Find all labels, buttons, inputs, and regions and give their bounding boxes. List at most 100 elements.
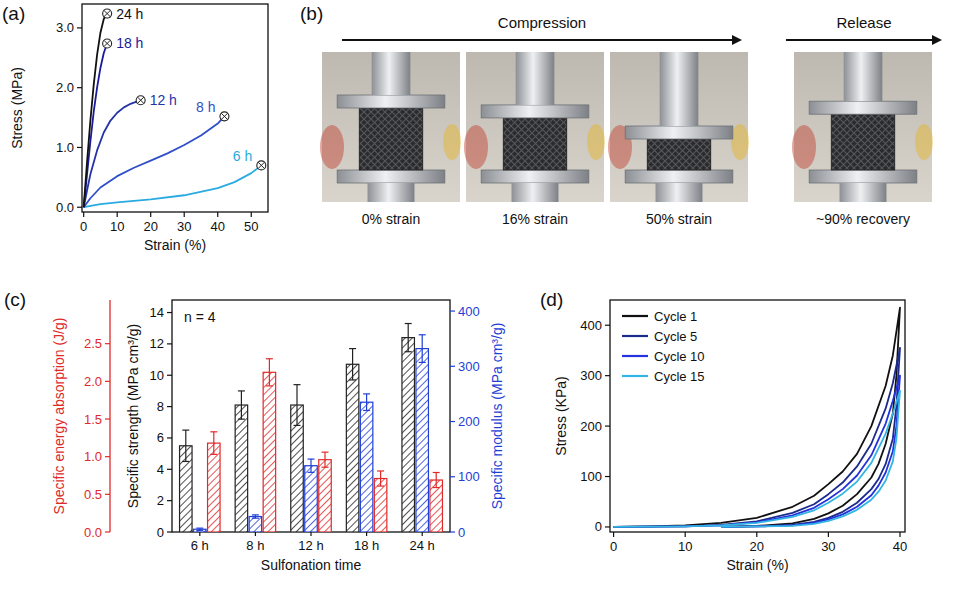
legend-swatch [622, 355, 648, 357]
error-cap [322, 452, 329, 453]
frame-label: ~90% recovery [816, 211, 910, 227]
x-tick [756, 532, 757, 537]
error-cap [419, 362, 426, 363]
x-axis-title: Strain (%) [726, 557, 788, 573]
marker-cross [258, 162, 264, 168]
series-line [84, 165, 262, 207]
marker-cross [258, 162, 264, 168]
frame-label: 50% strain [646, 211, 712, 227]
y3-tick [105, 381, 110, 382]
error-cap [308, 458, 315, 459]
y-tick [167, 375, 172, 376]
photo-blob [587, 124, 605, 160]
y-tick-label: 2.0 [56, 80, 74, 95]
y2-tick-label: 0 [458, 525, 465, 540]
x-tick-label: 50 [244, 219, 258, 234]
y3-tick-label: 0.5 [84, 487, 102, 502]
y-tick [167, 406, 172, 407]
photo-bg [610, 52, 748, 202]
platen-bottom [481, 170, 589, 183]
error-cap [238, 390, 245, 391]
error-cap [363, 410, 370, 411]
series-line [614, 376, 900, 527]
y-tick-label: 0 [595, 519, 602, 534]
arrow-label: Compression [498, 14, 586, 31]
series-line [614, 348, 900, 527]
photo-blob [915, 124, 933, 160]
y2-axis-title: Specific modulus (MPa cm³/g) [489, 323, 505, 510]
error-cap [308, 472, 315, 473]
y-tick-label: 300 [580, 368, 602, 383]
y3-tick [105, 343, 110, 344]
y-tick-label: 4 [157, 462, 164, 477]
y-tick [605, 476, 610, 477]
legend-label: Cycle 1 [654, 309, 697, 324]
x-tick-label: 18 h [354, 538, 379, 553]
y3-axis-line [109, 300, 110, 532]
annotation: n = 4 [184, 309, 216, 325]
error-stem [310, 459, 311, 472]
photo-frame [792, 52, 933, 202]
y-tick [77, 147, 82, 148]
y-tick [167, 500, 172, 501]
error-cap [433, 487, 440, 488]
y3-axis-title: Specific energy absorption (J/g) [51, 318, 67, 515]
x-tick [899, 532, 900, 537]
platen-top [337, 95, 445, 108]
plot-frame [172, 300, 450, 532]
y-tick-label: 1.0 [56, 140, 74, 155]
x-tick-label: 20 [750, 539, 764, 554]
error-cap [210, 431, 217, 432]
error-stem [241, 391, 242, 419]
bar [263, 372, 276, 532]
y-tick [167, 531, 172, 532]
marker-circle [257, 161, 266, 170]
marker-cross [221, 113, 227, 119]
y-tick [605, 375, 610, 376]
error-bar [433, 472, 440, 487]
figure: 010203040500.01.02.03.0Strain (%)Stress … [0, 0, 955, 590]
y2-tick-label: 300 [458, 359, 480, 374]
y2-tick-label: 400 [458, 304, 480, 319]
x-axis-title: Strain (%) [144, 237, 206, 253]
y-tick-label: 2 [157, 493, 164, 508]
legend-label: Cycle 15 [654, 369, 705, 384]
error-cap [266, 358, 273, 359]
photo-frame [464, 52, 605, 202]
y2-tick [450, 366, 455, 367]
x-tick [83, 212, 84, 217]
error-cap [349, 379, 356, 380]
y3-tick-label: 2.5 [84, 336, 102, 351]
x-axis-title: Sulfonation time [261, 557, 362, 573]
panel-photos: (b)CompressionRelease0% strain16% strain… [300, 3, 942, 227]
y-tick [77, 207, 82, 208]
legend-label: Cycle 10 [654, 349, 705, 364]
panel-line: 0102030400100200300400Strain (%)Stress (… [540, 289, 907, 573]
marker-circle [220, 112, 229, 121]
error-stem [422, 335, 423, 363]
series-line [84, 100, 141, 207]
crosshead-rod [844, 52, 883, 101]
x-tick [184, 212, 185, 217]
marker-cross [104, 40, 110, 46]
x-tick-label: 24 h [410, 538, 435, 553]
arrow-label: Release [836, 14, 891, 31]
platen-bottom [625, 170, 733, 183]
photo-frame [320, 52, 461, 202]
x-tick-label: 10 [110, 219, 124, 234]
panel-letter: (a) [2, 3, 25, 24]
error-stem [436, 472, 437, 487]
bar [319, 460, 332, 532]
panel-letter: (d) [540, 289, 563, 310]
error-bar [252, 515, 259, 518]
error-bar [308, 459, 315, 472]
x-tick [310, 532, 311, 536]
y-tick-label: 10 [150, 368, 164, 383]
y-tick [77, 87, 82, 88]
plot-frame [82, 4, 268, 212]
y-tick [167, 469, 172, 470]
series-label: 12 h [150, 92, 177, 108]
platen-top [809, 101, 917, 114]
error-stem [352, 349, 353, 380]
y3-tick [105, 494, 110, 495]
